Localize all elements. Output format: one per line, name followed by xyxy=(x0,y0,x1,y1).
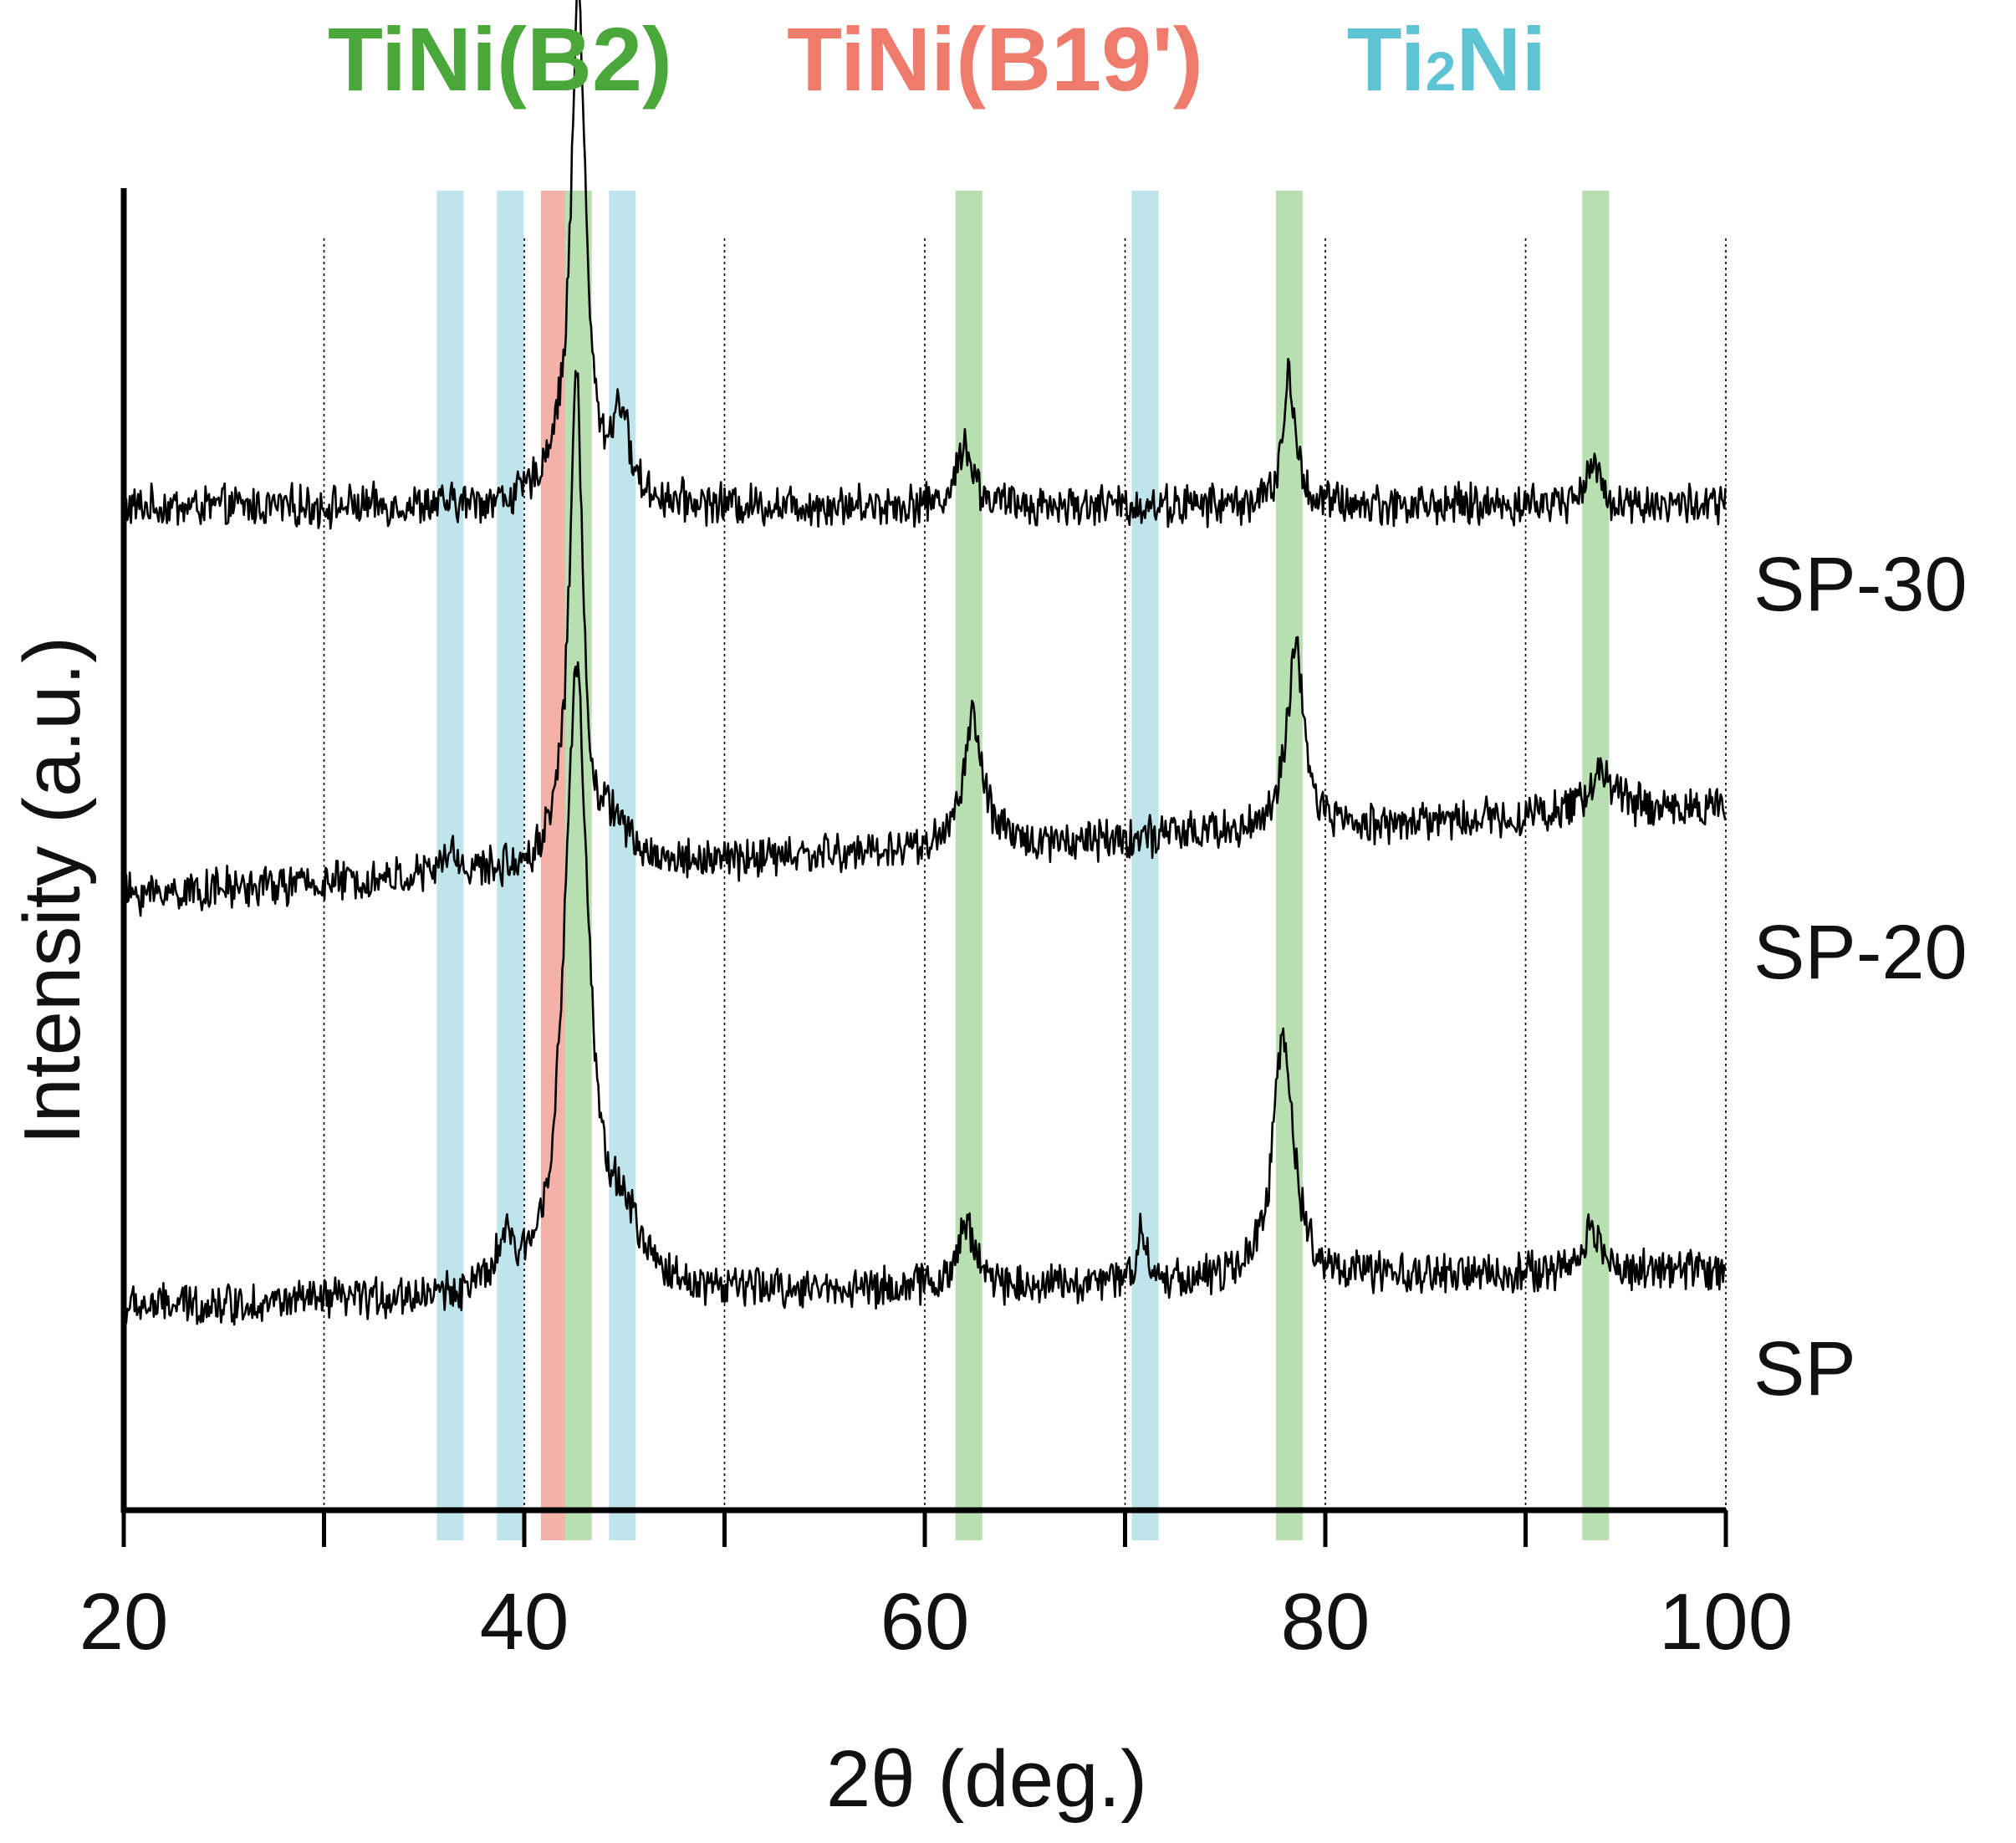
diffraction-traces xyxy=(122,0,1727,1326)
x-tick-label-100: 100 xyxy=(1659,1577,1793,1667)
legend-tini-b2: TiNi(B2) xyxy=(328,8,672,110)
series-label-sp: SP xyxy=(1753,1326,1856,1412)
x-tick-label-20: 20 xyxy=(79,1577,169,1667)
band-tini-b2-8 xyxy=(1582,191,1610,1540)
series-label-sp-30: SP-30 xyxy=(1753,542,1968,627)
trace-sp xyxy=(122,661,1727,1326)
x-tick-label-40: 40 xyxy=(480,1577,569,1667)
reference-bands xyxy=(436,191,1610,1540)
x-gridlines xyxy=(323,238,1727,1510)
legend-ti2ni-ni: Ni xyxy=(1456,8,1546,110)
legend-tini-b19: TiNi(B19') xyxy=(787,8,1203,110)
x-ticks xyxy=(121,1510,1728,1547)
legend-ti2ni-ti: Ti xyxy=(1347,8,1426,110)
band-tini-b19-2 xyxy=(540,191,568,1540)
band-tini-b2-7 xyxy=(1275,191,1303,1540)
x-tick-label-60: 60 xyxy=(880,1577,970,1667)
series-labels: SP-30 SP-20 SP xyxy=(1753,542,1968,1412)
x-axis-title: 2θ (deg.) xyxy=(826,1734,1147,1824)
legend-ti2ni-sub: 2 xyxy=(1426,40,1457,102)
series-label-sp-20: SP-20 xyxy=(1753,910,1968,995)
trace-sp-30 xyxy=(122,0,1727,530)
x-tick-labels: 20 40 60 80 100 xyxy=(79,1577,1793,1667)
band-tini-b2-5 xyxy=(955,191,982,1540)
band-ti2ni-6 xyxy=(1131,191,1159,1540)
band-ti2ni-4 xyxy=(609,191,636,1540)
legend-ti2ni: Ti2Ni xyxy=(1347,8,1547,110)
trace-sp-20 xyxy=(122,370,1727,917)
y-axis-title: Intensity (a.u.) xyxy=(8,636,97,1145)
legend: TiNi(B2) TiNi(B19') Ti2Ni xyxy=(328,8,1546,110)
x-tick-label-80: 80 xyxy=(1281,1577,1370,1667)
